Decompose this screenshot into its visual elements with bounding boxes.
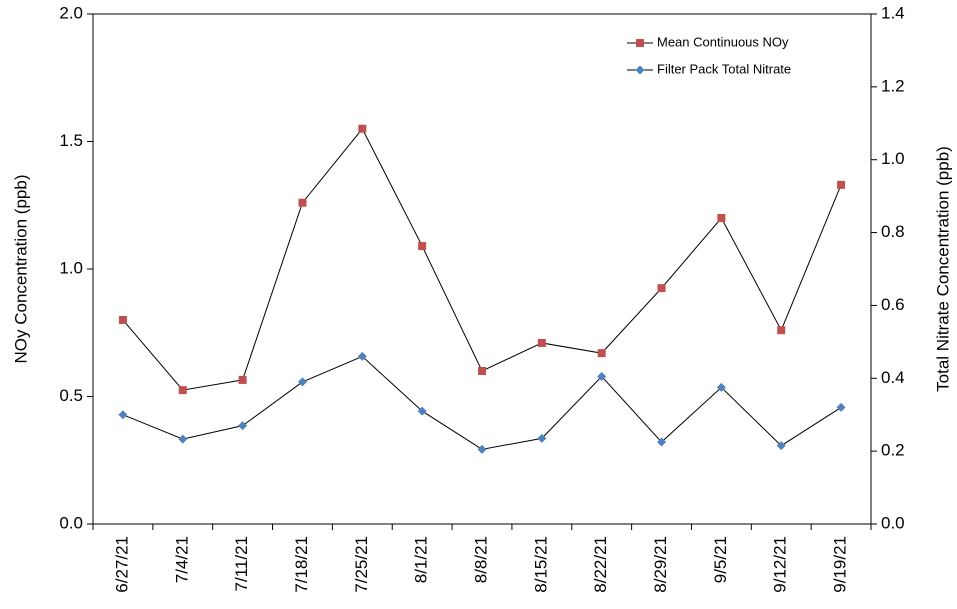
- marker: [417, 406, 427, 416]
- marker: [118, 410, 128, 420]
- legend-label: Filter Pack Total Nitrate: [657, 61, 791, 76]
- marker: [357, 351, 367, 361]
- marker: [118, 316, 127, 324]
- x-tick-label: 7/11/21: [232, 536, 251, 591]
- legend-marker: [635, 65, 645, 75]
- marker: [836, 402, 846, 412]
- y2-tick-label: 0.6: [881, 295, 905, 314]
- marker: [777, 326, 786, 335]
- x-tick-label: 8/8/21: [471, 536, 490, 583]
- marker: [597, 349, 606, 358]
- marker: [238, 375, 247, 384]
- y2-tick-label: 0.2: [881, 441, 905, 460]
- legend-label: Mean Continuous NOy: [657, 34, 789, 49]
- x-tick-label: 8/22/21: [591, 536, 610, 593]
- marker: [297, 377, 307, 387]
- y-tick-label: 1.0: [59, 258, 83, 277]
- marker: [477, 444, 487, 454]
- x-tick-label: 9/19/21: [831, 536, 850, 593]
- marker: [537, 433, 547, 443]
- y-tick-label: 0.0: [59, 513, 83, 532]
- marker: [358, 124, 367, 133]
- x-tick-label: 8/29/21: [651, 536, 670, 593]
- y-tick-label: 2.0: [59, 3, 83, 22]
- y-tick-label: 0.5: [59, 386, 83, 405]
- x-tick-label: 9/12/21: [771, 536, 790, 593]
- marker: [837, 180, 846, 189]
- marker: [178, 386, 187, 395]
- y2-axis-title: Total Nitrate Concentration (ppb): [933, 146, 952, 392]
- x-tick-label: 7/4/21: [172, 536, 191, 583]
- x-tick-label: 7/18/21: [292, 536, 311, 593]
- y2-tick-label: 0.4: [881, 368, 905, 387]
- series-line: [122, 127, 842, 391]
- y2-tick-label: 0.8: [881, 222, 905, 241]
- marker: [597, 371, 607, 381]
- y2-tick-label: 0.0: [881, 513, 905, 532]
- marker: [717, 214, 726, 222]
- marker: [478, 367, 486, 375]
- legend-marker: [636, 39, 644, 47]
- marker: [657, 437, 667, 447]
- marker: [178, 434, 188, 444]
- marker: [238, 421, 248, 431]
- y-tick-label: 1.5: [59, 131, 83, 150]
- y2-tick-label: 1.0: [881, 149, 905, 168]
- x-tick-label: 8/1/21: [412, 536, 431, 583]
- x-tick-label: 8/15/21: [531, 536, 550, 593]
- y2-tick-label: 1.2: [881, 76, 905, 95]
- legend: Mean Continuous NOy Filter Pack Total Nit…: [627, 34, 791, 76]
- marker: [298, 198, 307, 207]
- y2-tick-label: 1.4: [881, 3, 905, 22]
- marker: [537, 338, 546, 347]
- x-tick-label: 6/27/21: [112, 536, 131, 593]
- x-tick-label: 7/25/21: [352, 536, 371, 593]
- marker: [657, 284, 666, 293]
- marker: [418, 242, 427, 251]
- x-tick-label: 9/5/21: [711, 536, 730, 583]
- marker: [776, 441, 786, 451]
- marker: [716, 382, 726, 392]
- y-axis-title: NOy Concentration (ppb): [11, 175, 30, 364]
